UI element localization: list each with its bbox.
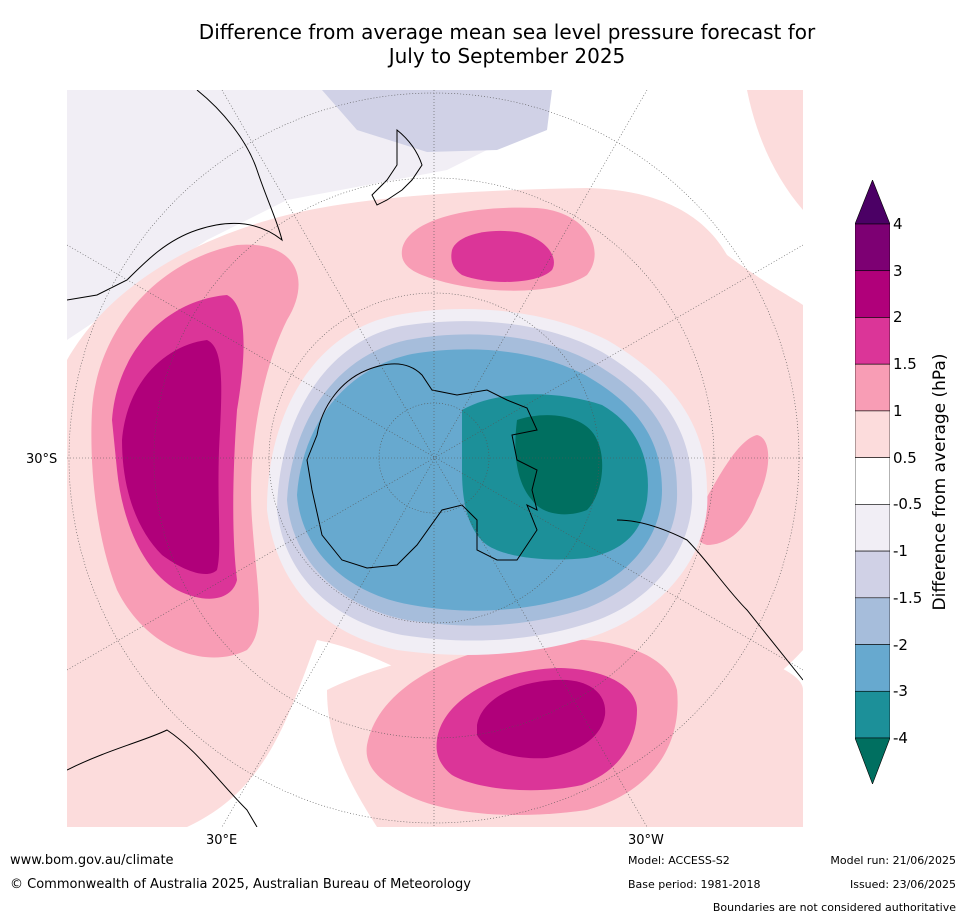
colorbar-tick-label: -4 [893,729,908,747]
colorbar-tick-label: -3 [893,682,908,701]
colorbar-box [855,550,890,599]
colorbar-arrow-bottom [855,737,890,784]
contour-magenta-north [451,230,554,282]
title-line-2: July to September 2025 [388,44,626,68]
contour-pink-east [694,435,769,545]
contour-pale-pink-east [747,90,803,210]
contour-purple-west [122,340,222,575]
colorbar-box [855,317,890,365]
colorbar-tick-label: 1.5 [893,355,917,374]
colorbar-box [855,457,890,505]
colorbar-tick-label: -2 [893,635,908,654]
antarctica-coastline [306,363,538,569]
colorbar-arrow-top [855,180,890,225]
colorbar-tick-label: -1.5 [893,588,923,607]
australia-coastline [67,90,283,301]
colorbar-tick-label: 1 [893,401,903,420]
colorbar-tick-label: 2 [893,308,903,327]
title-line-1: Difference from average mean sea level p… [198,20,816,44]
colorbar-title: Difference from average (hPa) [930,353,950,611]
africa-coastline [67,729,258,827]
colorbar-tick-label: 4 [893,215,903,233]
lat-label-30s: 30°S [26,452,58,467]
footer-website: www.bom.gov.au/climate [10,853,174,868]
graticule [67,90,803,827]
colorbar-tick-label: -0.5 [893,495,923,514]
colorbar-box [855,690,890,739]
chart-title: Difference from average mean sea level p… [0,20,965,68]
contour-purple-south [477,679,606,759]
colorbar-tick-label: 0.5 [893,448,917,467]
colorbar-tick-label: 3 [893,261,903,280]
footer-base-period: Base period: 1981-2018 [628,878,761,891]
colorbar [855,180,890,784]
lon-label-30w: 30°W [628,833,664,848]
footer-model-run: Model run: 21/06/2025 [830,854,956,867]
new-zealand-coastline [371,128,423,206]
colorbar-box [855,504,890,552]
contour-lavender-nw [67,90,487,340]
colorbar-box [855,270,890,318]
footer-copyright: © Commonwealth of Australia 2025, Austra… [10,877,471,892]
contour-below-4 [515,415,603,515]
colorbar-box [855,223,890,272]
polar-pressure-map [67,90,803,827]
lon-label-30e: 30°E [206,833,238,848]
footer-model: Model: ACCESS-S2 [628,854,730,867]
south-america-coastline [616,519,803,681]
footer-disclaimer: Boundaries are not considered authoritat… [712,901,956,914]
footer-issued: Issued: 23/06/2025 [849,878,956,891]
contour-lavender-top [322,90,552,152]
colorbar-box [855,363,890,412]
colorbar-tick-label: -1 [893,542,908,561]
colorbar-box [855,644,890,692]
colorbar-box [855,597,890,645]
colorbar-box [855,410,890,458]
